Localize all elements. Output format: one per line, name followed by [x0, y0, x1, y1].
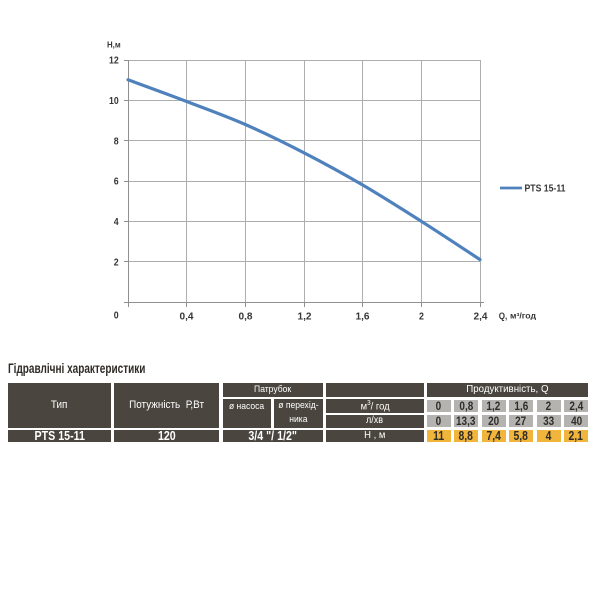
svg-text:2: 2 [419, 311, 424, 323]
svg-text:6: 6 [114, 176, 119, 188]
svg-text:8: 8 [114, 135, 119, 147]
svg-text:Q,: Q, [499, 311, 508, 322]
svg-text:2: 2 [114, 256, 119, 268]
svg-text:1,6: 1,6 [356, 311, 370, 323]
svg-text:H,м: H,м [107, 40, 121, 50]
svg-text:10: 10 [109, 95, 119, 107]
svg-text:м³/год: м³/год [510, 312, 536, 321]
svg-text:0: 0 [114, 310, 119, 322]
svg-text:PTS 15-11: PTS 15-11 [525, 184, 566, 195]
svg-text:12: 12 [109, 55, 119, 67]
svg-text:2,4: 2,4 [474, 311, 488, 323]
svg-text:0,8: 0,8 [239, 311, 253, 323]
svg-text:4: 4 [114, 216, 119, 228]
svg-text:0,4: 0,4 [180, 311, 194, 323]
svg-text:1,2: 1,2 [298, 311, 312, 323]
